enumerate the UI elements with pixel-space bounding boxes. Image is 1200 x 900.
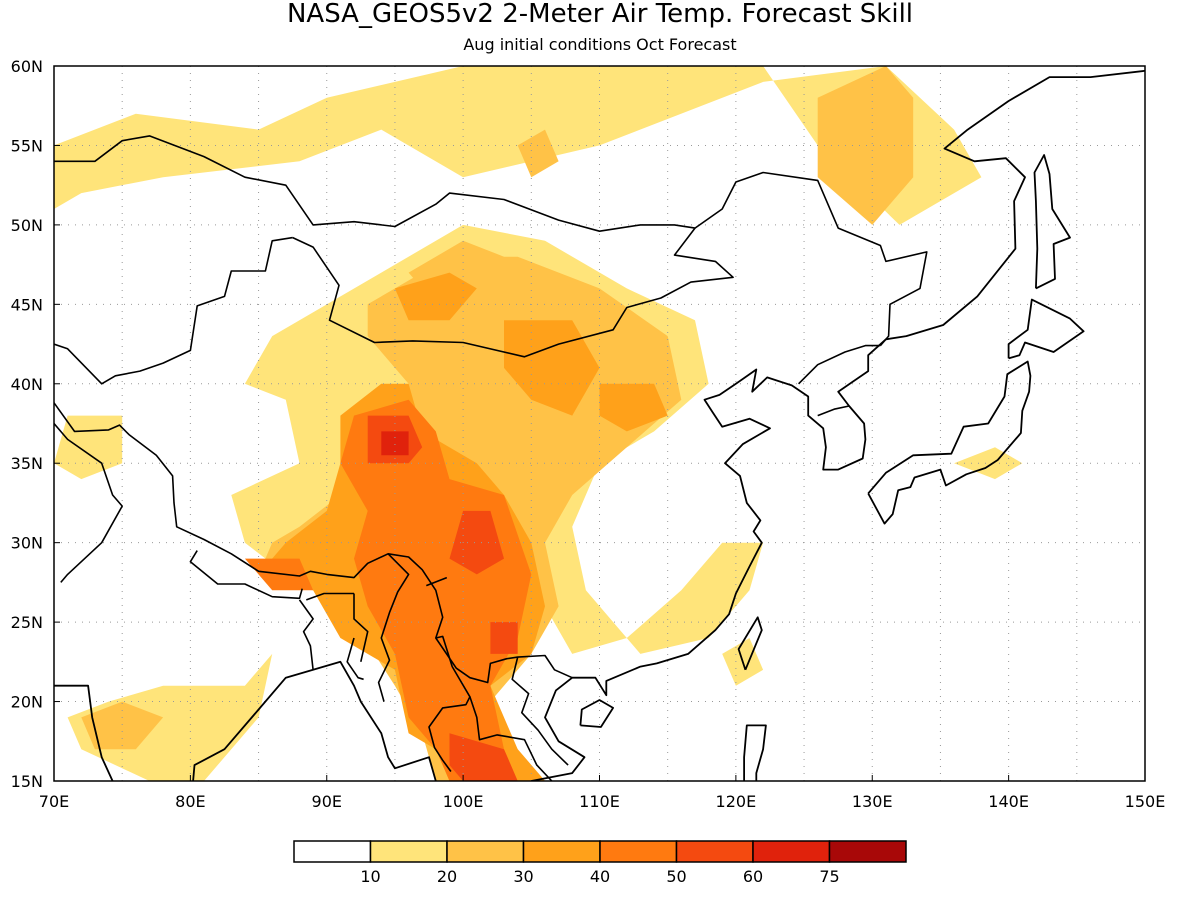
country-border — [54, 135, 928, 347]
colorbar-swatch — [522, 840, 601, 863]
coastline — [737, 616, 763, 671]
coastline — [1007, 298, 1085, 360]
colorbar-label: 20 — [437, 867, 457, 886]
latitude-tick-label: 35N — [11, 454, 43, 473]
skill-region-level-6 — [381, 431, 409, 456]
coastline — [867, 360, 1032, 525]
skill-region-level-3 — [599, 383, 668, 432]
latitude-tick-label: 55N — [11, 136, 43, 155]
latitude-tick-label: 40N — [11, 375, 43, 394]
longitude-tick-label: 130E — [852, 792, 893, 811]
colorbar-label: 60 — [743, 867, 763, 886]
longitude-tick-label: 80E — [175, 792, 205, 811]
country-border — [54, 236, 293, 385]
country-border — [798, 344, 881, 385]
coastline — [192, 660, 437, 781]
latitude-tick-label: 60N — [11, 57, 43, 76]
colorbar-swatch — [675, 840, 754, 863]
skill-region-level-2 — [517, 129, 559, 178]
skill-region-level-3 — [394, 272, 477, 321]
longitude-tick-label: 110E — [579, 792, 620, 811]
country-border — [298, 599, 314, 670]
country-borders — [54, 135, 928, 781]
coastlines — [54, 69, 1145, 863]
skill-region-level-4 — [244, 558, 314, 591]
latitude-tick-label: 45N — [11, 295, 43, 314]
coastline — [743, 724, 767, 781]
country-border — [54, 422, 123, 583]
country-border — [511, 656, 569, 766]
latitude-tick-label: 15N — [11, 772, 43, 791]
skill-region-level-1 — [954, 447, 1023, 480]
colorbar-swatch — [752, 840, 831, 863]
country-border — [292, 227, 734, 358]
colorbar-swatch — [446, 840, 525, 863]
map-subtitle: Aug initial conditions Oct Forecast — [463, 35, 736, 54]
coastline — [531, 69, 1145, 781]
latitude-tick-label: 50N — [11, 216, 43, 235]
skill-region-level-2 — [817, 66, 914, 225]
latitude-tick-label: 25N — [11, 613, 43, 632]
country-border — [189, 550, 303, 600]
colorbar-swatch — [828, 840, 907, 863]
map-title: NASA_GEOS5v2 2-Meter Air Temp. Forecast … — [287, 0, 913, 29]
longitude-tick-label: 120E — [716, 792, 757, 811]
skill-region-level-2 — [81, 701, 164, 750]
colorbar-label: 30 — [513, 867, 533, 886]
country-border — [428, 635, 471, 772]
skill-region-level-5 — [449, 510, 504, 575]
skill-region-level-5 — [490, 622, 518, 654]
colorbar-swatch — [293, 840, 372, 863]
colorbar-swatch — [599, 840, 678, 863]
country-border — [54, 402, 573, 684]
country-border — [346, 637, 364, 681]
coastline — [54, 684, 114, 781]
colorbar-swatch — [369, 840, 448, 863]
colorbar-label: 40 — [590, 867, 610, 886]
longitude-tick-labels: 70E 80E 90E 100E 110E 120E 130E 140E 150E — [39, 775, 1166, 811]
skill-region-level-3 — [504, 320, 600, 416]
longitude-tick-label: 100E — [443, 792, 484, 811]
latitude-tick-label: 20N — [11, 693, 43, 712]
latitude-tick-label: 30N — [11, 534, 43, 553]
gridlines — [54, 66, 1145, 781]
coastline — [189, 860, 201, 863]
skill-region-level-1 — [67, 653, 273, 781]
longitude-tick-label: 150E — [1125, 792, 1166, 811]
coastline — [1033, 154, 1071, 290]
longitude-tick-label: 90E — [312, 792, 342, 811]
colorbar-label: 50 — [666, 867, 686, 886]
skill-region-level-1 — [54, 66, 982, 225]
colorbar-label: 10 — [360, 867, 380, 886]
skill-shading-layer — [54, 66, 1023, 781]
coastline — [579, 699, 614, 728]
latitude-tick-labels: 15N 20N 25N 30N 35N 40N 45N 50N 55N 60N — [11, 57, 60, 791]
country-border — [377, 553, 410, 702]
skill-region-level-1 — [54, 415, 123, 480]
country-border — [817, 405, 850, 417]
colorbar: 10 20 30 40 50 60 75 — [293, 840, 907, 886]
longitude-tick-label: 140E — [988, 792, 1029, 811]
longitude-tick-label: 70E — [39, 792, 69, 811]
country-border — [353, 593, 369, 662]
colorbar-label: 75 — [819, 867, 839, 886]
skill-region-level-5 — [449, 733, 518, 781]
country-border — [469, 696, 553, 781]
country-border — [306, 592, 354, 601]
country-border — [426, 576, 448, 587]
